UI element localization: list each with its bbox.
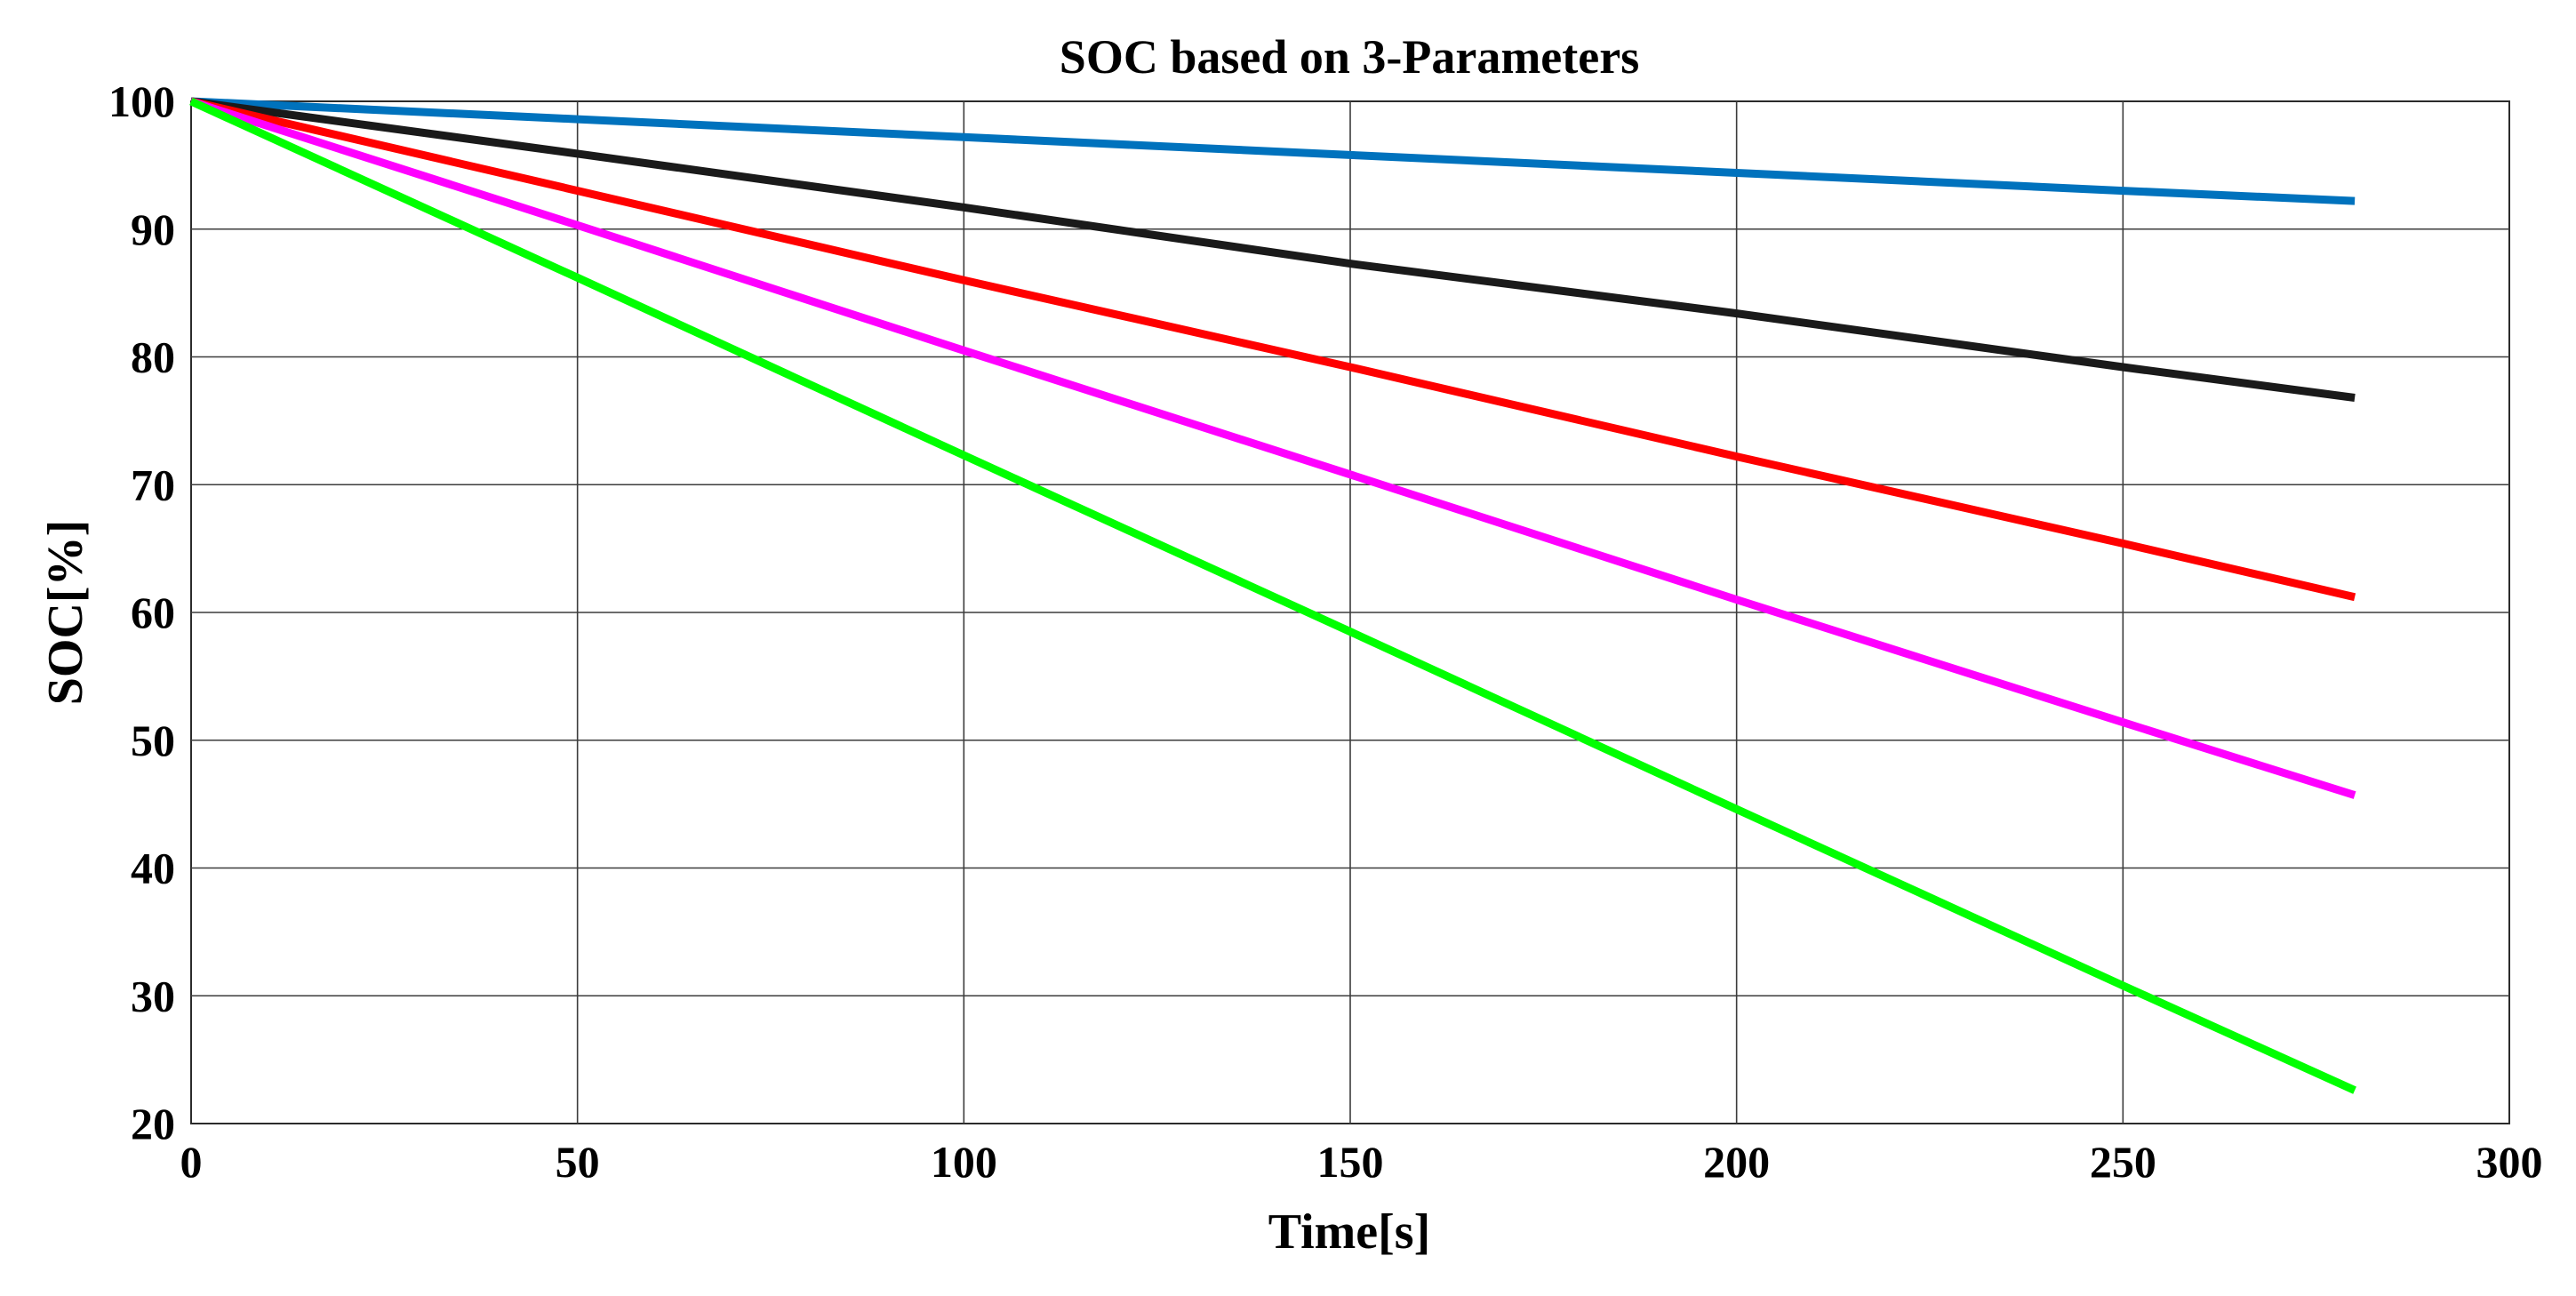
y-tick-label: 30 (131, 971, 175, 1020)
x-tick-label: 50 (556, 1137, 600, 1187)
y-tick-label: 50 (131, 716, 175, 765)
x-axis-label: Time[s] (1268, 1204, 1431, 1260)
x-tick-label: 300 (2476, 1137, 2543, 1187)
x-tick-label: 0 (180, 1137, 203, 1187)
y-tick-label: 60 (131, 588, 175, 637)
series-line-black (190, 97, 2356, 402)
series-line-green (189, 97, 2356, 1094)
y-tick-label: 90 (131, 204, 175, 254)
y-tick-label: 20 (131, 1099, 175, 1148)
y-tick-label: 100 (108, 76, 175, 126)
x-tick-label: 250 (2090, 1137, 2156, 1187)
grid-lines (191, 101, 2509, 1124)
y-tick-label: 80 (131, 332, 175, 382)
x-tick-label: 100 (931, 1137, 997, 1187)
tick-labels: 0 50 100 150 200 250 300 20 30 40 50 60 70 80 90 100 (108, 76, 2543, 1187)
x-tick-label: 150 (1317, 1137, 1384, 1187)
series-line-magenta (189, 97, 2356, 799)
y-tick-label: 70 (131, 460, 175, 509)
series-line-blue (190, 97, 2356, 205)
series-line-red (189, 97, 2356, 602)
series-lines (189, 97, 2356, 1094)
chart-title: SOC based on 3-Parameters (1060, 30, 1639, 84)
y-axis-label: SOC[%] (38, 520, 93, 705)
x-tick-label: 200 (1703, 1137, 1770, 1187)
y-tick-label: 40 (131, 844, 175, 893)
